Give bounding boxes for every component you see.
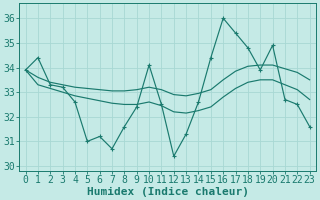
X-axis label: Humidex (Indice chaleur): Humidex (Indice chaleur) — [87, 186, 249, 197]
